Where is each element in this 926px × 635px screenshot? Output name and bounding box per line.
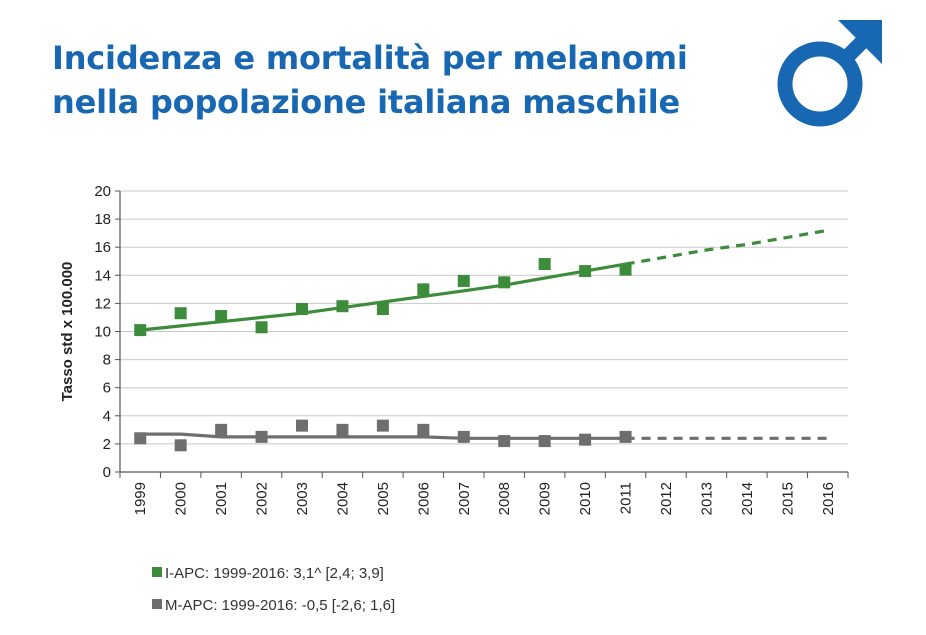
mortality-point-2011	[619, 430, 632, 443]
y-tick-label-2: 2	[103, 436, 111, 453]
x-tick-label-2015: 2015	[779, 482, 796, 515]
mortality-point-2000	[174, 439, 187, 452]
incidence-point-2009	[538, 258, 551, 271]
legend-incidence-label: I-APC: 1999-2016: 3,1^ [2,4; 3,9]	[165, 565, 384, 582]
legend-incidence: I-APC: 1999-2016: 3,1^ [2,4; 3,9]	[152, 565, 384, 582]
incidence-point-2000	[174, 307, 187, 320]
incidence-point-2005	[376, 303, 389, 316]
y-tick-label-0: 0	[103, 464, 111, 481]
x-tick-label-2009: 2009	[537, 482, 554, 515]
y-tick-label-8: 8	[103, 352, 111, 369]
y-tick-label-6: 6	[103, 380, 111, 397]
mortality-point-2010	[579, 433, 592, 446]
chart-title-line-1: Incidenza e mortalità per melanomi	[52, 39, 688, 77]
y-tick-label-18: 18	[94, 211, 111, 228]
x-tick-label-2007: 2007	[456, 482, 473, 515]
legend-mortality-swatch	[152, 599, 162, 609]
chart-title: Incidenza e mortalità per melanomi nella…	[52, 36, 688, 124]
x-tick-label-2000: 2000	[173, 482, 190, 515]
incidence-point-2002	[255, 321, 268, 334]
mortality-point-1999	[134, 432, 147, 445]
x-tick-label-2011: 2011	[618, 482, 635, 514]
legend-incidence-swatch	[152, 567, 162, 577]
mortality-point-2004	[336, 423, 349, 436]
y-tick-label-12: 12	[94, 295, 111, 312]
mortality-point-2005	[376, 419, 389, 432]
y-tick-label-4: 4	[103, 408, 111, 425]
mortality-point-2003	[296, 419, 308, 432]
x-tick-label-2016: 2016	[820, 482, 837, 515]
mortality-point-2008	[498, 435, 511, 448]
incidence-trend-line	[140, 262, 626, 332]
mortality-point-2009	[538, 435, 551, 448]
legend-mortality: M-APC: 1999-2016: -0,5 [-2,6; 1,6]	[152, 597, 395, 614]
x-tick-label-1999: 1999	[132, 482, 149, 515]
y-tick-label-16: 16	[94, 239, 111, 256]
y-tick-label-20: 20	[94, 183, 111, 200]
mortality-point-2001	[215, 423, 228, 436]
incidence-point-2006	[417, 283, 430, 296]
chart-title-line-2: nella popolazione italiana maschile	[52, 83, 680, 121]
incidence-point-2001	[215, 310, 228, 323]
y-axis-label: Tasso std x 100.000	[59, 262, 76, 402]
legend-mortality-label: M-APC: 1999-2016: -0,5 [-2,6; 1,6]	[165, 597, 396, 614]
x-tick-label-2014: 2014	[739, 482, 756, 515]
x-tick-label-2013: 2013	[698, 482, 715, 515]
incidence-point-2011	[619, 263, 632, 276]
x-tick-label-2004: 2004	[334, 482, 351, 515]
mortality-point-2007	[457, 430, 470, 443]
mortality-point-2002	[255, 430, 268, 443]
incidence-point-2008	[498, 276, 511, 289]
x-tick-label-2006: 2006	[415, 482, 432, 515]
mortality-trend-line	[140, 432, 626, 440]
y-tick-label-10: 10	[94, 324, 111, 341]
x-tick-label-2010: 2010	[577, 482, 594, 515]
incidence-point-2003	[296, 303, 308, 316]
x-tick-label-2008: 2008	[496, 482, 513, 515]
x-tick-label-2005: 2005	[375, 482, 392, 515]
x-tick-label-2002: 2002	[254, 482, 271, 515]
incidence-point-2007	[457, 274, 470, 287]
x-tick-label-2003: 2003	[294, 482, 311, 515]
x-tick-label-2012: 2012	[658, 482, 675, 515]
incidence-projected-trend-line	[625, 228, 829, 266]
y-tick-label-14: 14	[94, 267, 111, 284]
incidence-point-1999	[134, 324, 147, 337]
incidence-point-2010	[579, 265, 592, 278]
incidence-point-2004	[336, 300, 349, 313]
x-tick-label-2001: 2001	[213, 482, 230, 515]
mortality-point-2006	[417, 423, 430, 436]
male-symbol-icon	[777, 20, 882, 127]
